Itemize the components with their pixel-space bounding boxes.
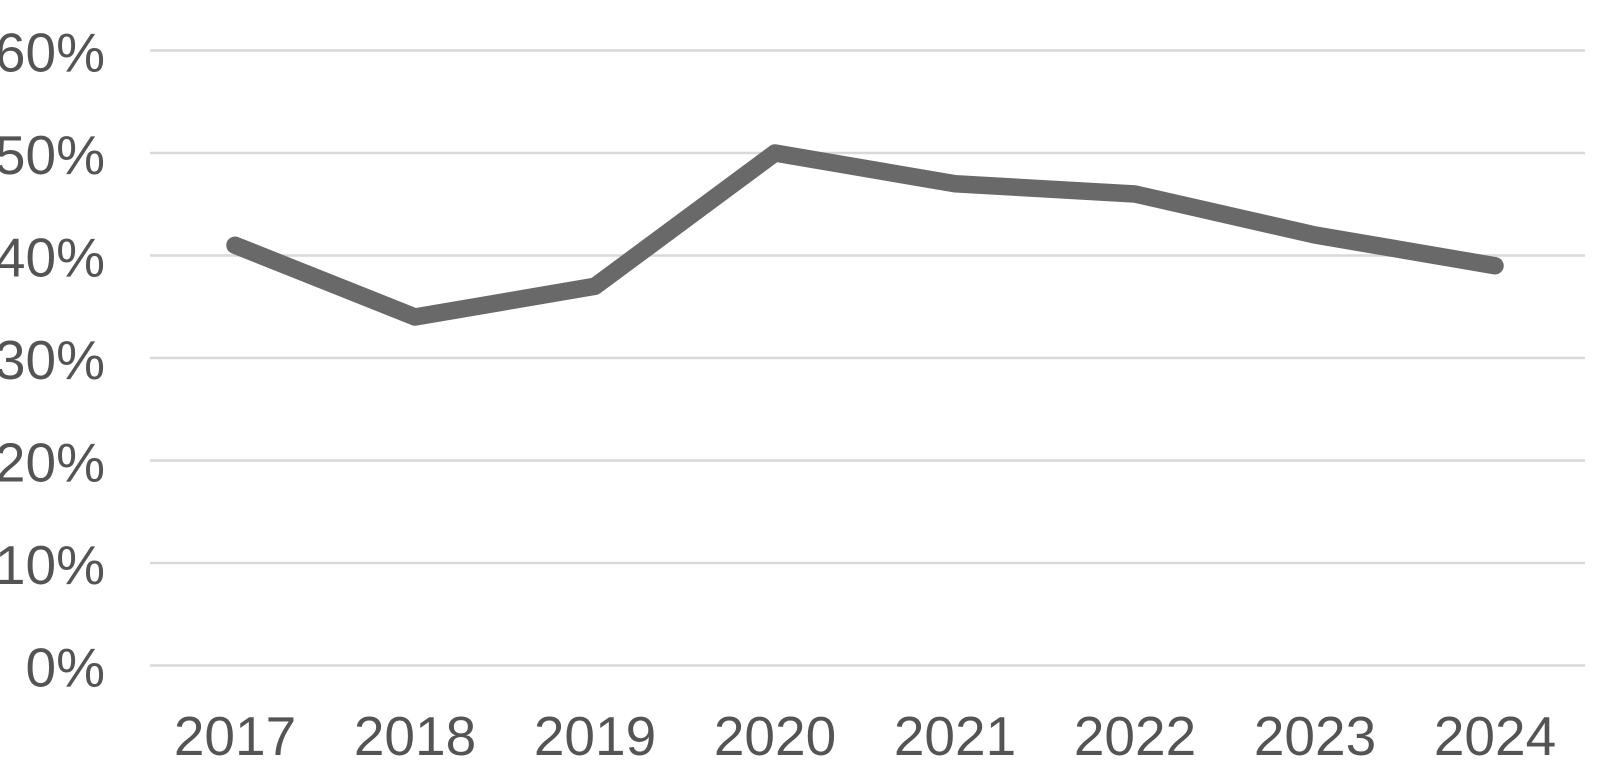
data-series-line <box>226 144 1504 326</box>
y-axis-tick-label-60pct: 60% <box>0 22 105 84</box>
x-axis-tick-label-2024: 2024 <box>1434 705 1556 767</box>
x-axis-tick-label-2019: 2019 <box>534 705 656 767</box>
x-axis-tick-label-2020: 2020 <box>714 705 836 767</box>
x-axis-tick-label-2022: 2022 <box>1074 705 1196 767</box>
y-axis-tick-label-10pct: 10% <box>0 534 105 596</box>
y-axis-tick-label-0pct: 0% <box>26 637 106 699</box>
x-axis-tick-label-2023: 2023 <box>1254 705 1376 767</box>
y-axis-tick-label-50pct: 50% <box>0 124 105 186</box>
x-axis-tick-label-2017: 2017 <box>174 705 296 767</box>
y-axis-tick-label-30pct: 30% <box>0 329 105 391</box>
x-axis-tick-label-2018: 2018 <box>354 705 476 767</box>
x-axis-tick-label-2021: 2021 <box>894 705 1016 767</box>
y-axis-tick-label-20pct: 20% <box>0 432 105 494</box>
y-axis-tick-label-40pct: 40% <box>0 227 105 289</box>
